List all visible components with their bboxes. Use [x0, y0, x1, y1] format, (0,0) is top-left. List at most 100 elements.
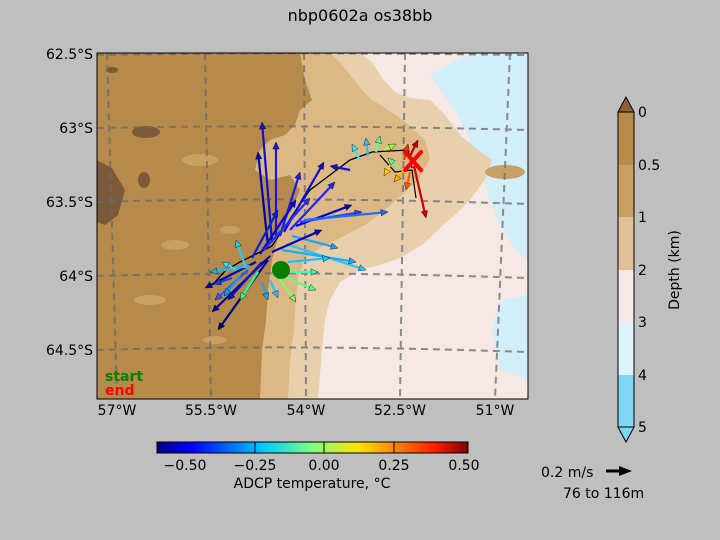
vector-head [308, 284, 317, 291]
depth-tick: 5 [638, 420, 647, 436]
lat-label: 63.5°S [46, 195, 93, 211]
vector-shaft [278, 178, 299, 237]
vector-head [302, 197, 311, 206]
vector-shaft [263, 202, 307, 251]
vector-head [213, 278, 222, 286]
lat-label: 62.5°S [46, 47, 93, 63]
high-terrain [97, 67, 160, 225]
vector-shaft [303, 211, 382, 222]
vector-shaft [392, 162, 399, 169]
vector-head [227, 292, 236, 301]
vector-head [288, 294, 297, 303]
vector-head [329, 163, 338, 171]
vector-shaft [383, 146, 391, 151]
velocity-vectors [204, 121, 428, 331]
vector-head [209, 267, 218, 275]
depth-tick: 3 [638, 315, 647, 331]
vector-head [411, 139, 419, 149]
vector-head [358, 264, 367, 272]
scale-depth-range: 76 to 116m [563, 486, 644, 502]
temperature-tick: 0.50 [448, 458, 479, 474]
velocity-scale: 0.2 m/s 76 to 116m [541, 465, 644, 502]
vector-shaft [287, 257, 324, 264]
vector-shaft [271, 231, 317, 254]
depth-axis-label: Depth (km) [667, 230, 683, 310]
vector-head [313, 229, 323, 237]
temperature-tick: 0.00 [308, 458, 339, 474]
lat-label: 63°S [59, 121, 93, 137]
vector-shaft [251, 215, 276, 259]
vector-shaft [397, 169, 405, 178]
lon-label: 57°W [98, 403, 137, 419]
lon-label: 55.5°W [185, 403, 237, 419]
vector-shaft [227, 264, 237, 271]
vector-shaft [281, 248, 350, 262]
lat-label: 64.5°S [46, 343, 93, 359]
vector-head [221, 261, 230, 269]
vector-head [214, 292, 223, 301]
lat-label: 64°S [59, 269, 93, 285]
depth-tick: 0.5 [638, 158, 660, 174]
vector-head [383, 168, 391, 177]
vector-head [204, 281, 214, 289]
vector-head [327, 181, 336, 190]
lon-label: 52.5°W [374, 403, 426, 419]
temperature-gradient [156, 441, 469, 454]
vector-head [294, 171, 302, 180]
vector-shaft [220, 276, 233, 283]
vector-shaft [365, 144, 370, 157]
vector-shaft [295, 206, 346, 228]
lon-label: 54°W [287, 403, 326, 419]
vector-head [387, 143, 397, 151]
vector-head [387, 157, 396, 166]
vector-shaft [336, 166, 351, 172]
depth-colorbar-top-extend [617, 95, 635, 113]
vector-head [374, 135, 382, 144]
depth-tick: 0 [638, 105, 647, 121]
vector-head [310, 268, 319, 276]
vector-head [262, 292, 270, 301]
vector-head [322, 255, 331, 263]
vector-shaft [409, 145, 416, 157]
track-start-marker [272, 261, 290, 279]
depth-colorbar-frame [617, 111, 635, 428]
depth-colorbar-bottom-extend [617, 426, 635, 444]
temperature-tick-marks [254, 442, 395, 453]
vector-head [271, 209, 279, 219]
track-end-marker [403, 150, 423, 172]
vector-head [344, 204, 353, 211]
depth-tick: 1 [638, 210, 647, 226]
vector-head [272, 141, 280, 150]
vector-shaft [227, 275, 241, 292]
depth-tick: 4 [638, 368, 647, 384]
vector-head [259, 121, 267, 130]
temperature-tick: 0.25 [378, 458, 409, 474]
vector-head [235, 239, 242, 248]
abyssal-water-south [492, 295, 528, 380]
vector-head [317, 161, 325, 170]
vector-shaft [412, 165, 426, 212]
latitude-labels: 62.5°S 63°S 63.5°S 64°S 64.5°S [46, 47, 93, 359]
vector-head [348, 257, 357, 265]
vector-head [380, 209, 389, 217]
depth-tick: 2 [638, 263, 647, 279]
vector-shaft [260, 281, 267, 294]
vector-head [420, 210, 428, 219]
vector-head [255, 151, 263, 160]
depth-band [618, 322, 634, 375]
map-panel: start end 62.5°S 63°S 63.5°S 64°S 64.5°S… [46, 47, 529, 419]
depth-band [618, 375, 634, 427]
legend-end-label: end [105, 383, 134, 399]
legend-start-label: start [105, 369, 143, 385]
depth-band [618, 112, 634, 165]
depth-band [618, 165, 634, 217]
vector-head [217, 322, 226, 331]
map-frame [96, 52, 529, 400]
vector-shaft [237, 246, 248, 269]
vector-head [223, 288, 232, 297]
vector-shaft [242, 271, 259, 295]
vector-shaft [231, 261, 263, 296]
vector-shaft [291, 234, 332, 248]
vector-head [239, 292, 247, 301]
